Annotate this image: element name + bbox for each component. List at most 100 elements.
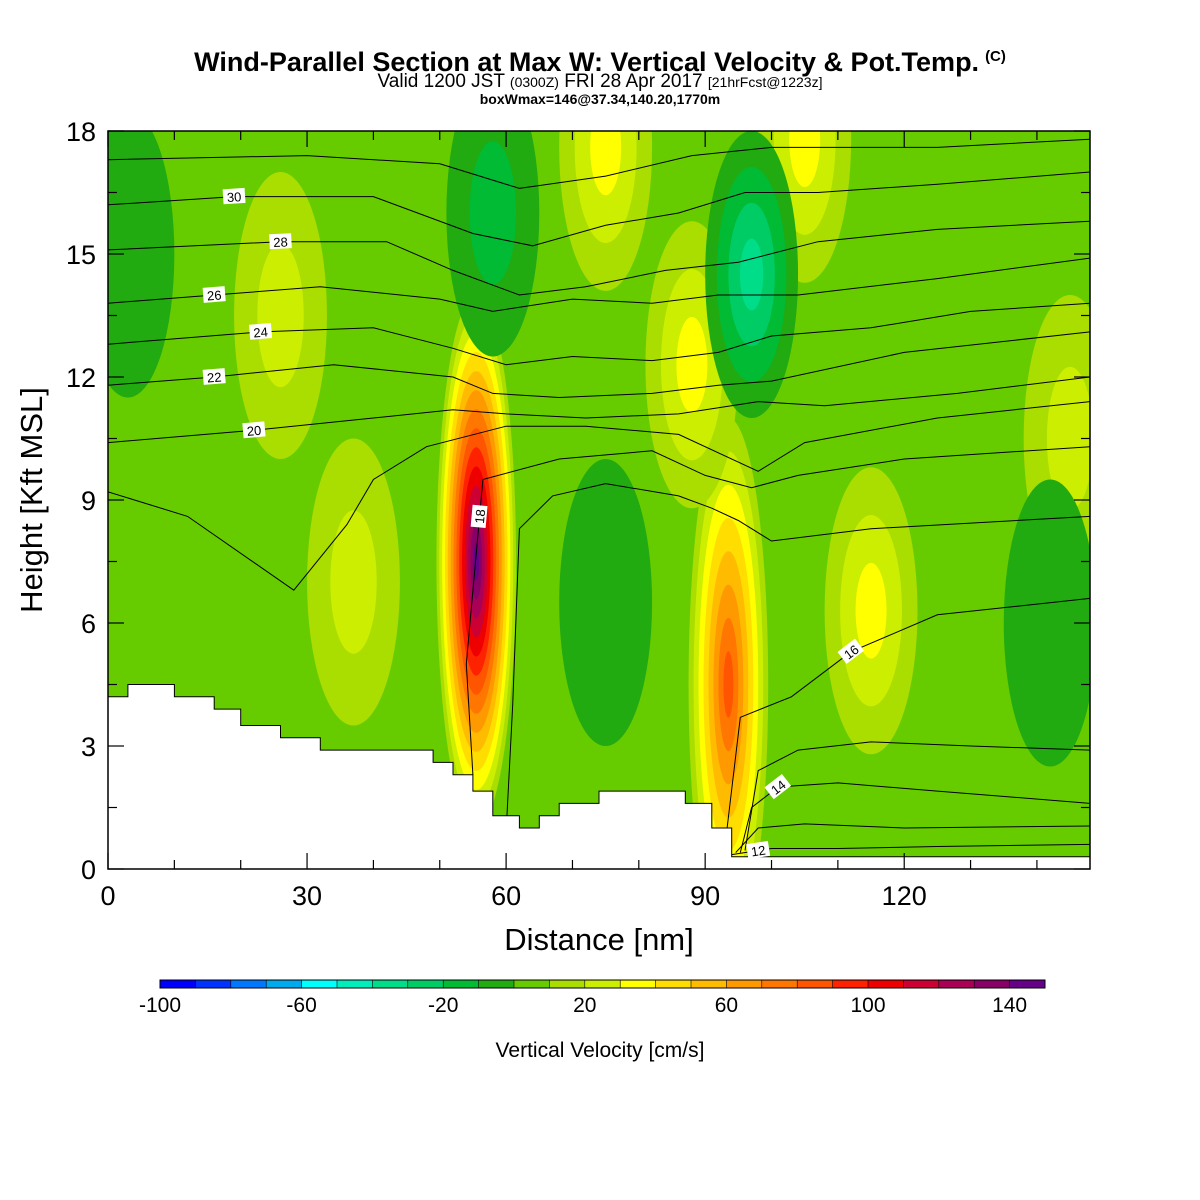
- colorbar-tick-label: -60: [286, 994, 316, 1017]
- contour-label-box: [222, 187, 246, 205]
- theta-contour-label: 28: [269, 233, 292, 250]
- velocity-feature: [108, 131, 175, 398]
- contour-label-text: 12: [750, 842, 767, 859]
- velocity-level: [469, 141, 517, 285]
- theta-contour: [108, 138, 1090, 189]
- colorbar-frame: [159, 979, 1046, 989]
- y-tick-label: 0: [81, 855, 96, 885]
- contour-label-box: [746, 840, 771, 860]
- velocity-level: [789, 131, 821, 188]
- contour-label-box: [764, 773, 792, 800]
- colorbar-swatch: [230, 980, 267, 988]
- velocity-field: [108, 131, 1090, 869]
- theta-contour: [108, 331, 1090, 399]
- contour-label-box: [269, 233, 292, 250]
- contour-label-text: 20: [246, 423, 262, 439]
- contour-label-text: 30: [226, 189, 241, 205]
- velocity-feature: [559, 131, 653, 291]
- chart-title: Wind-Parallel Section at Max W: Vertical…: [0, 42, 1200, 77]
- theta-contour-label: 12: [746, 840, 771, 860]
- theta-contour: [108, 257, 1090, 312]
- colorbar-swatch: [160, 980, 196, 988]
- velocity-level: [676, 316, 708, 413]
- colorbar-swatch: [974, 980, 1010, 988]
- theta-contour: [744, 741, 1090, 851]
- contour-label-box: [837, 638, 865, 664]
- y-tick-label: 3: [81, 732, 96, 762]
- subtitle-date: FRI 28 Apr 2017: [564, 71, 703, 92]
- colorbar-swatch: [726, 980, 763, 988]
- colorbar-swatch: [761, 980, 798, 988]
- y-tick-label: 9: [81, 486, 96, 516]
- y-tick-label: 15: [66, 240, 96, 270]
- chart-title-text: Wind-Parallel Section at Max W: Vertical…: [194, 47, 980, 77]
- theta-contours: [108, 138, 1090, 856]
- theta-contour-label: 20: [242, 421, 266, 439]
- velocity-feature: [1003, 479, 1090, 767]
- velocity-feature: [559, 459, 653, 746]
- x-tick-label: 120: [882, 881, 927, 911]
- colorbar-swatch: [691, 980, 727, 988]
- theta-contour: [108, 376, 1090, 444]
- colorbar-tick-label: 100: [850, 994, 885, 1017]
- velocity-level: [108, 131, 175, 398]
- colorbar-swatch: [938, 980, 975, 988]
- theta-contour-label: 16: [837, 638, 865, 664]
- colorbar-swatch: [443, 980, 479, 988]
- colorbar-swatch: [514, 980, 550, 988]
- theta-contour-label: 22: [202, 368, 226, 386]
- colorbar-swatch: [266, 980, 302, 988]
- x-axis: 0 30 60 90 120: [100, 131, 1038, 911]
- theta-contour-label: 30: [222, 187, 246, 205]
- y-tick-label: 12: [66, 363, 96, 393]
- colorbar-swatch: [832, 980, 869, 988]
- theta-contour: [465, 446, 1090, 775]
- contour-label-box: [242, 421, 266, 439]
- y-tick-label: 6: [81, 609, 96, 639]
- theta-contour-label: 26: [202, 286, 226, 304]
- theta-contour: [108, 302, 1090, 366]
- contour-label-box: [470, 504, 488, 528]
- contour-label-box: [248, 323, 273, 340]
- x-tick-label: 60: [491, 881, 521, 911]
- colorbar-tick-label: 60: [715, 994, 738, 1017]
- subtitle-zulu: (0300Z): [509, 74, 559, 90]
- theta-contour: [108, 171, 1090, 247]
- colorbar: -100 -60 -20 20 60 100 140: [139, 979, 1046, 1017]
- chart-subtitle-box: boxWmax=146@37.34,140.20,1770m: [479, 91, 721, 107]
- colorbar-tick-label: -100: [139, 994, 181, 1017]
- contour-label-text: 28: [273, 234, 288, 250]
- colorbar-swatch: [584, 980, 621, 988]
- velocity-feature: [234, 172, 327, 459]
- colorbar-swatch: [549, 980, 586, 988]
- theta-contour: [739, 782, 1090, 853]
- colorbar-swatch: [655, 980, 692, 988]
- colorbar-swatch: [620, 980, 656, 988]
- velocity-level: [559, 459, 653, 746]
- theta-contour: [726, 597, 1090, 829]
- theta-contour-label: 18: [470, 504, 488, 528]
- contour-label-text: 26: [206, 287, 222, 303]
- colorbar-title: Vertical Velocity [cm/s]: [496, 1039, 705, 1062]
- velocity-level: [590, 131, 622, 196]
- copyright-mark: (C): [985, 48, 1006, 65]
- contour-label-text: 24: [253, 324, 269, 340]
- velocity-feature: [307, 438, 400, 726]
- theta-contour-labels: 12 14 16 18 20 22 24 26 28 30: [202, 187, 865, 860]
- colorbar-swatch: [1009, 980, 1046, 988]
- colorbar-swatch: [478, 980, 515, 988]
- chart-subtitle: Valid 1200 JST (0300Z) FRI 28 Apr 2017 […: [0, 71, 1200, 93]
- velocity-level: [257, 243, 304, 388]
- velocity-feature: [446, 131, 540, 357]
- theta-contour-label: 24: [248, 323, 273, 340]
- terrain: [108, 684, 1090, 869]
- x-tick-label: 30: [292, 881, 322, 911]
- contour-label-text: 18: [472, 509, 488, 525]
- y-axis: 0 3 6 9 12 15 18: [66, 117, 1090, 885]
- velocity-level: [1003, 479, 1090, 767]
- colorbar-tick-label: 140: [992, 994, 1027, 1017]
- x-tick-label: 90: [690, 881, 720, 911]
- velocity-level: [330, 510, 377, 654]
- x-axis-title: Distance [nm]: [504, 922, 694, 957]
